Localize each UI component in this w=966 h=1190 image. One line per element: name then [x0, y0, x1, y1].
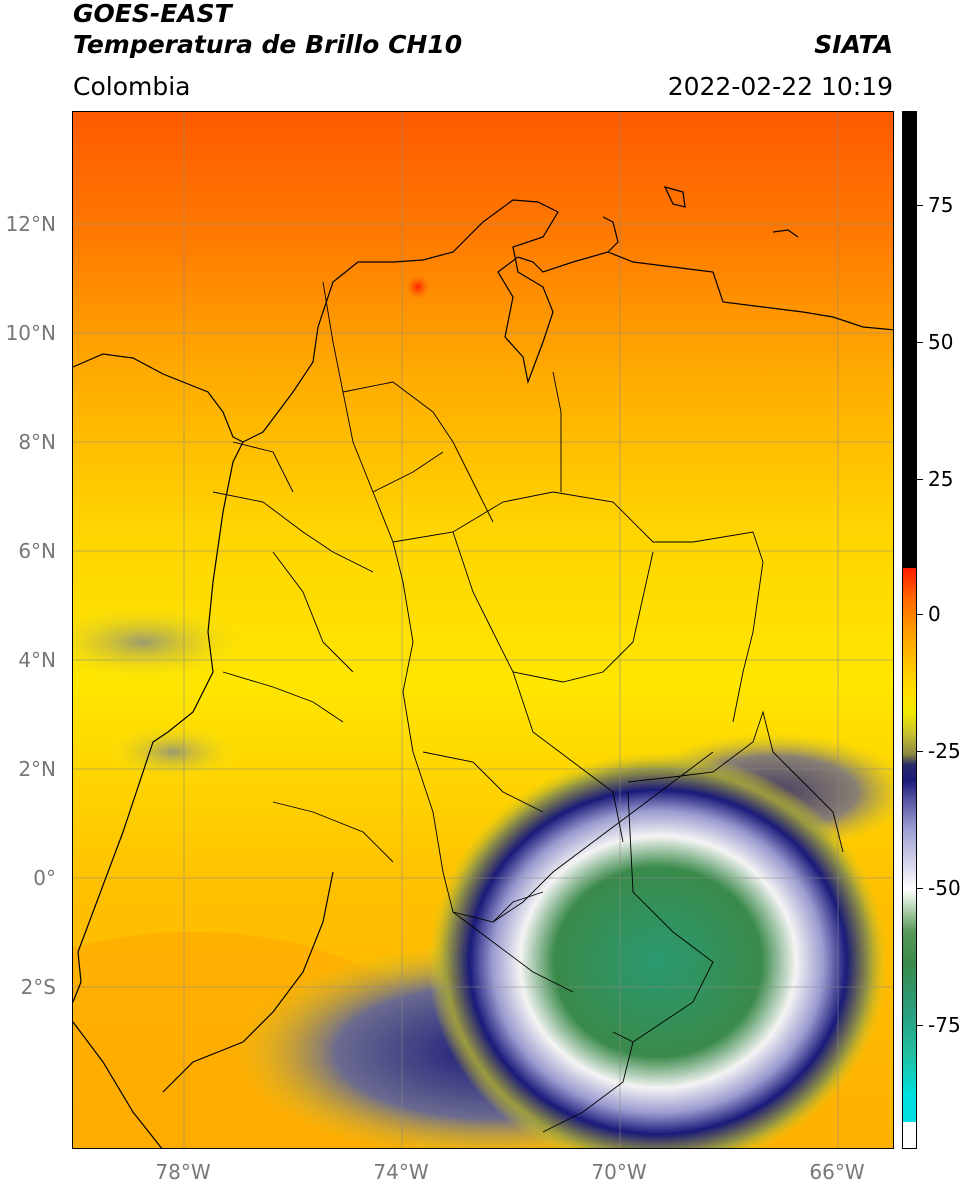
lat-tick-8n: 8°N [18, 430, 56, 454]
lat-tick-4n: 4°N [18, 648, 56, 672]
coastlines [73, 186, 893, 1148]
region-label: Colombia [73, 72, 191, 101]
colorbar-tick-mark-50 [917, 342, 923, 343]
lon-tick-66w: 66°W [809, 1160, 865, 1184]
admin-borders [212, 281, 844, 1133]
lon-tick-74w: 74°W [373, 1160, 429, 1184]
colorbar-tick-50: 50 [928, 330, 954, 354]
colorbar-tick-minus25: -25 [928, 739, 961, 763]
colorbar-tick-mark-0 [917, 614, 923, 615]
colorbar-tick-minus50: -50 [928, 876, 961, 900]
satellite-map [72, 111, 894, 1149]
timestamp-label: 2022-02-22 10:19 [667, 72, 893, 101]
organization-label: SIATA [814, 30, 893, 59]
colorbar-tick-25: 25 [928, 467, 954, 491]
convective-storm [428, 752, 888, 1148]
lat-tick-12n: 12°N [5, 212, 56, 236]
map-title-product: Temperatura de Brillo CH10 [73, 30, 463, 59]
hot-spot [406, 275, 430, 299]
map-title-satellite: GOES-EAST [73, 0, 232, 28]
lat-tick-6n: 6°N [18, 539, 56, 563]
colorbar-tick-mark-75 [917, 205, 923, 206]
lat-tick-2n: 2°N [18, 757, 56, 781]
lat-tick-0: 0° [33, 866, 56, 890]
colorbar-tick-mark-25 [917, 479, 923, 480]
lat-tick-2s: 2°S [20, 975, 56, 999]
cloud-haze-west [73, 602, 253, 682]
lon-tick-78w: 78°W [155, 1160, 211, 1184]
lat-tick-10n: 10°N [5, 321, 56, 345]
colorbar [902, 111, 917, 1149]
colorbar-tick-mark-minus75 [917, 1025, 923, 1026]
colorbar-tick-0: 0 [928, 602, 941, 626]
cloud-haze-coast [103, 722, 243, 782]
colorbar-tick-mark-minus25 [917, 751, 923, 752]
colorbar-tick-minus75: -75 [928, 1013, 961, 1037]
colorbar-tick-mark-minus50 [917, 888, 923, 889]
map-canvas [73, 112, 893, 1148]
graticule [73, 112, 893, 1148]
lon-tick-70w: 70°W [591, 1160, 647, 1184]
colorbar-tick-75: 75 [928, 193, 954, 217]
